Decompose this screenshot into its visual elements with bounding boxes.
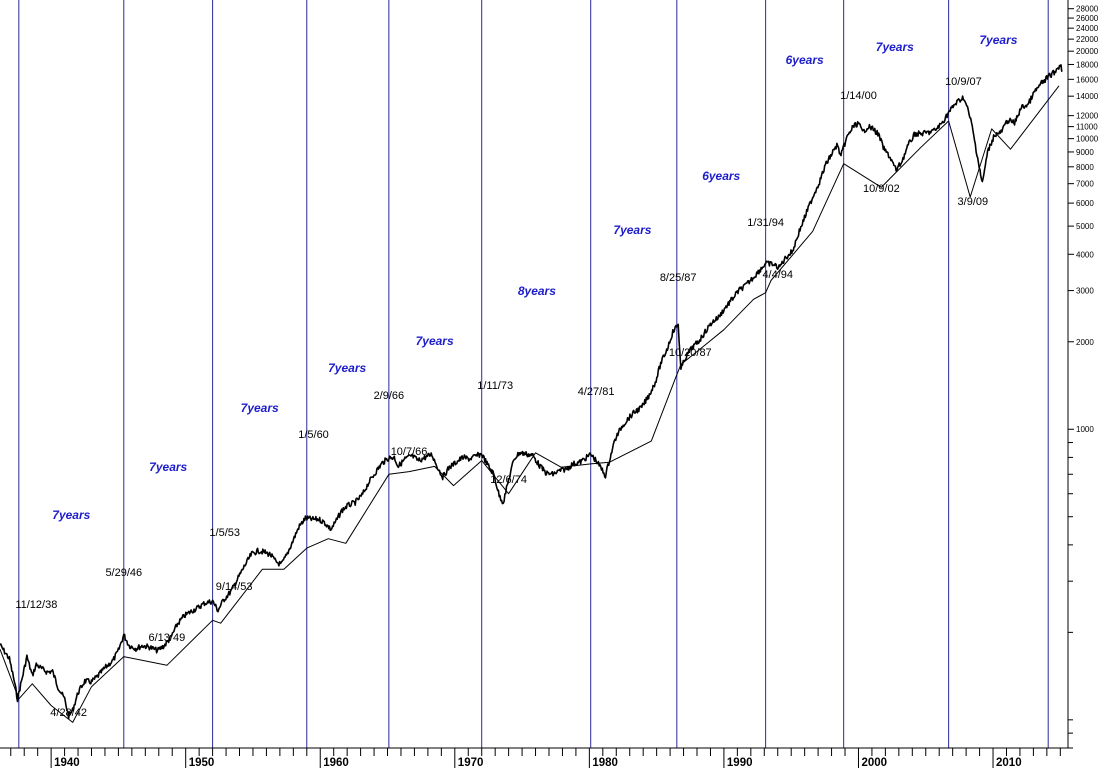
annotation-label: 10/7/66 <box>391 446 428 458</box>
x-tick-label: 2000 <box>861 757 887 769</box>
y-tick-label: 18000 <box>1076 60 1099 69</box>
annotation-label: 1/31/94 <box>747 217 784 229</box>
annotation-label: 10/9/02 <box>863 183 900 195</box>
y-tick-label: 12000 <box>1076 112 1099 121</box>
y-tick-label: 8000 <box>1076 163 1094 172</box>
annotation-label: 3/9/09 <box>958 196 989 208</box>
annotation-label: 1/5/60 <box>298 429 329 441</box>
annotation-label: 10/9/07 <box>945 76 982 88</box>
y-tick-label: 14000 <box>1076 92 1099 101</box>
x-tick-label: 1940 <box>54 757 80 769</box>
annotation-label: 11/12/38 <box>15 599 57 611</box>
cycle-label: 7years <box>979 33 1017 47</box>
x-tick-label: 1970 <box>458 757 484 769</box>
annotation-label: 1/11/73 <box>477 380 513 392</box>
cycle-label: 7years <box>416 334 454 348</box>
cycle-label: 8years <box>518 284 556 298</box>
annotation-label: 1/5/53 <box>209 527 240 539</box>
annotations: 11/12/38 4/28/42 5/29/46 6/13/49 1/5/53 9/14/… <box>15 33 1017 719</box>
y-tick-label: 3000 <box>1076 287 1094 296</box>
cycle-label: 7years <box>613 223 651 237</box>
x-tick-label: 1950 <box>189 757 215 769</box>
annotation-label: 9/14/53 <box>216 581 253 593</box>
y-tick-label: 5000 <box>1076 222 1094 231</box>
y-tick-label: 7000 <box>1076 180 1094 189</box>
y-tick-label: 1000 <box>1076 425 1094 434</box>
price-line <box>0 64 1063 720</box>
cycle-label: 7years <box>241 401 279 415</box>
cycle-label: 6years <box>702 169 740 183</box>
annotation-label: 2/9/66 <box>374 390 405 402</box>
y-tick-label: 4000 <box>1076 250 1094 259</box>
y-tick-label: 24000 <box>1076 24 1099 33</box>
lows-line <box>0 85 1060 723</box>
y-tick-label: 6000 <box>1076 199 1094 208</box>
cycle-label: 7years <box>149 460 187 474</box>
x-tick-label: 1980 <box>592 757 618 769</box>
y-tick-label: 28000 <box>1076 5 1099 14</box>
annotation-label: 10/20/87 <box>669 347 712 359</box>
price-lines <box>0 64 1063 723</box>
y-tick-label: 16000 <box>1076 75 1099 84</box>
y-tick-label: 9000 <box>1076 148 1094 157</box>
annotation-label: 4/4/94 <box>762 269 793 281</box>
y-tick-label: 10000 <box>1076 135 1099 144</box>
cycle-label: 7years <box>52 508 90 522</box>
annotation-label: 1/14/00 <box>840 90 877 102</box>
annotation-label: 12/6/74 <box>490 474 527 486</box>
cycle-label: 7years <box>328 361 366 375</box>
annotation-label: 4/28/42 <box>50 707 87 719</box>
x-tick-label: 1990 <box>727 757 753 769</box>
x-tick-label: 2010 <box>996 757 1022 769</box>
cycle-lines <box>18 0 1049 748</box>
annotation-label: 4/27/81 <box>578 386 615 398</box>
y-tick-label: 2000 <box>1076 338 1094 347</box>
x-tick-label: 1960 <box>323 757 349 769</box>
y-tick-label: 11000 <box>1076 123 1098 132</box>
cycle-label: 6years <box>786 53 824 67</box>
annotation-label: 8/25/87 <box>660 272 697 284</box>
y-tick-label: 26000 <box>1076 14 1099 23</box>
y-tick-label: 20000 <box>1076 47 1099 56</box>
y-tick-label: 22000 <box>1076 35 1099 44</box>
annotation-label: 6/13/49 <box>148 632 185 644</box>
cycle-label: 7years <box>876 40 914 54</box>
annotation-label: 5/29/46 <box>105 567 142 579</box>
